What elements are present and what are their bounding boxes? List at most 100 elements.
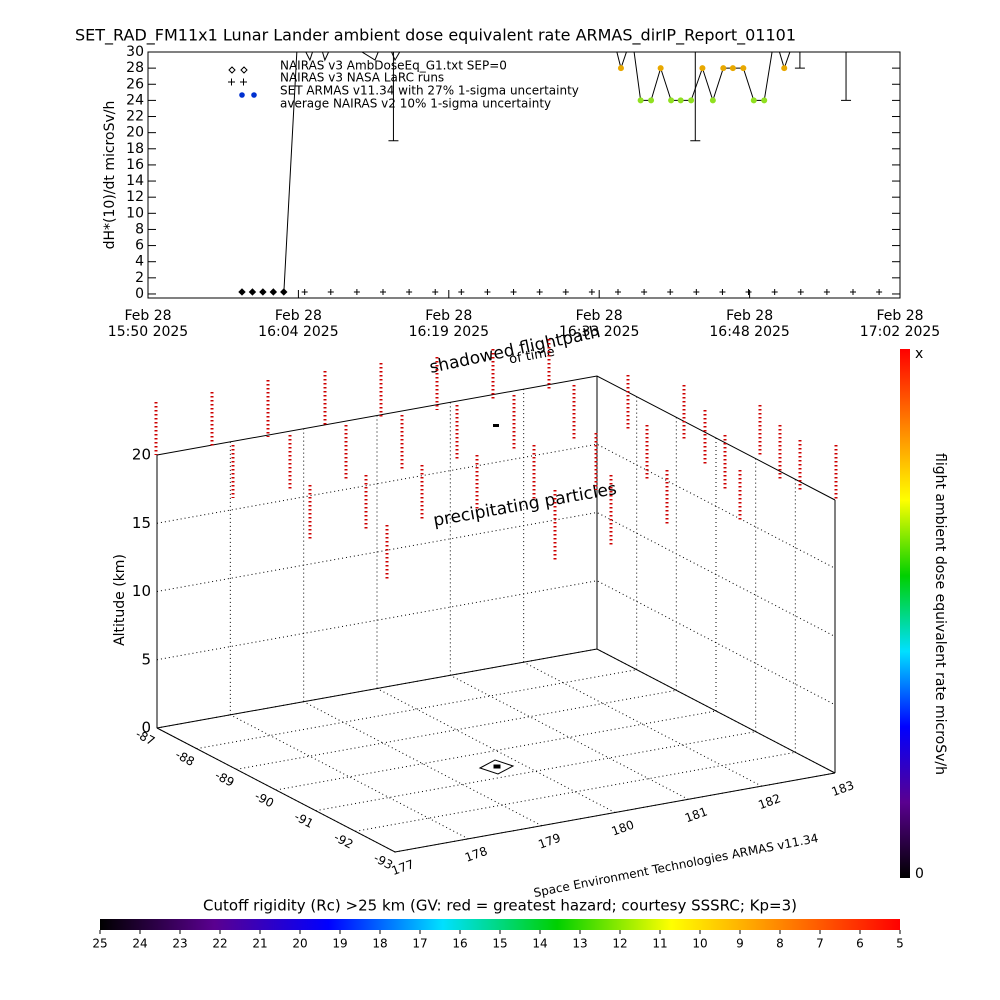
x-tick-label: 181 xyxy=(683,804,709,825)
legend-plus xyxy=(228,78,247,86)
floor-grid-line xyxy=(275,710,717,791)
data-point xyxy=(637,97,644,104)
x-tick-label: 17:02 2025 xyxy=(860,324,940,340)
error-bar xyxy=(690,52,701,142)
legend-symbols xyxy=(228,66,257,98)
colorbar xyxy=(900,349,910,878)
x-tick-label: 16:19 2025 xyxy=(409,324,489,340)
colorbar-tick-label: 21 xyxy=(252,937,267,951)
data-point xyxy=(588,288,595,295)
legend-label: NAIRAS v3 NASA LaRC runs xyxy=(280,71,444,85)
wall-grid-line xyxy=(156,511,836,637)
data-point xyxy=(668,97,675,104)
y-tick-label: -89 xyxy=(213,768,237,790)
data-point xyxy=(876,288,883,295)
data-point xyxy=(667,288,674,295)
legend-label: average NAIRAS v2 10% 1-sigma uncertaint… xyxy=(280,97,551,111)
data-point xyxy=(406,288,413,295)
plot-frame xyxy=(147,51,901,299)
y-tick-label: 16 xyxy=(126,157,144,173)
y-tick-label: 22 xyxy=(126,109,144,125)
y-tick-label: 12 xyxy=(126,189,144,205)
wall-grid-line xyxy=(156,375,836,501)
flightpath-point xyxy=(493,424,499,427)
chart-title: SET_RAD_FM11x1 Lunar Lander ambient dose… xyxy=(75,26,796,46)
z-axis-label: Altitude (km) xyxy=(112,554,128,646)
data-point xyxy=(720,65,727,72)
data-point xyxy=(380,288,386,295)
x-tick-label: Feb 28 xyxy=(425,308,472,324)
colorbar-tick-label: 11 xyxy=(652,937,667,951)
data-point xyxy=(761,97,768,104)
legend-dot xyxy=(251,92,257,98)
y-tick-label: 8 xyxy=(135,221,144,237)
x-tick-label: Feb 28 xyxy=(275,308,322,324)
colorbar-tick-label: 6 xyxy=(856,937,864,951)
colorbar-tick-label: 10 xyxy=(692,937,707,951)
y-tick-label: 2 xyxy=(135,270,144,286)
floor-grid-line xyxy=(303,701,542,827)
error-bar xyxy=(794,52,805,69)
data-point xyxy=(745,288,752,295)
data-point xyxy=(709,97,716,104)
colorbar-tick-label: 18 xyxy=(372,937,387,951)
data-point xyxy=(693,288,700,295)
data-point xyxy=(781,65,788,72)
colorbar-tick-label: 22 xyxy=(212,937,227,951)
data-point xyxy=(248,288,257,296)
error-bar xyxy=(841,52,852,101)
colorbar-tick-label: 5 xyxy=(896,937,904,951)
floor-grid-line xyxy=(315,731,756,812)
data-point xyxy=(617,65,624,72)
data-point xyxy=(641,288,648,295)
z-tick-label: 15 xyxy=(132,514,151,532)
colorbar-label: flight ambient dose equivalent rate micr… xyxy=(932,453,948,775)
x-tick-label: 180 xyxy=(610,818,636,839)
legend-label: SET ARMAS v11.34 with 27% 1-sigma uncert… xyxy=(280,84,579,98)
data-point xyxy=(536,288,543,295)
data-point xyxy=(750,97,757,104)
floor-grid-line xyxy=(196,669,637,750)
x-tick-label: 16:33 2025 xyxy=(559,324,639,340)
data-point xyxy=(648,97,655,104)
colorbar-tick-label: 12 xyxy=(612,937,627,951)
data-point xyxy=(797,288,804,295)
colorbar xyxy=(100,919,900,930)
y-tick-label: 10 xyxy=(126,205,144,221)
data-point xyxy=(510,288,517,295)
data-point xyxy=(432,288,439,295)
data-point xyxy=(657,65,664,72)
data-point xyxy=(729,65,736,72)
y-tick-label: 14 xyxy=(126,173,144,189)
colorbar-tick-label: 24 xyxy=(132,937,147,951)
wall-grid-line xyxy=(156,648,836,774)
wall-grid-line xyxy=(156,580,836,706)
data-point xyxy=(269,288,278,296)
z-tick-label: 10 xyxy=(132,582,151,600)
x-tick-label: Feb 28 xyxy=(876,308,923,324)
floor-grid-line xyxy=(230,714,469,840)
data-point xyxy=(353,288,360,295)
z-tick-label: 20 xyxy=(132,446,151,464)
data-point xyxy=(740,65,747,72)
flightpath-symbol xyxy=(478,759,515,775)
floor-grid-line xyxy=(523,661,762,787)
data-point xyxy=(823,288,830,295)
colorbar-tick-label: 16 xyxy=(452,937,467,951)
y-tick-label: -88 xyxy=(173,747,197,769)
x-tick-label: 16:04 2025 xyxy=(258,324,338,340)
data-point xyxy=(259,288,267,296)
colorbar-tick-label: 14 xyxy=(532,937,547,951)
legend-dot xyxy=(239,92,245,98)
annotation: precipitating particles xyxy=(432,479,619,531)
colorbar-tick-label: 13 xyxy=(572,937,587,951)
y-tick-label: 18 xyxy=(126,141,144,157)
flightpath-point xyxy=(493,764,501,769)
x-tick-label: 182 xyxy=(756,791,782,812)
error-bar xyxy=(388,52,399,142)
data-point xyxy=(688,97,695,104)
x-tick-label: 179 xyxy=(536,831,562,852)
flightpath-marker xyxy=(478,424,515,775)
data-point xyxy=(771,288,778,295)
